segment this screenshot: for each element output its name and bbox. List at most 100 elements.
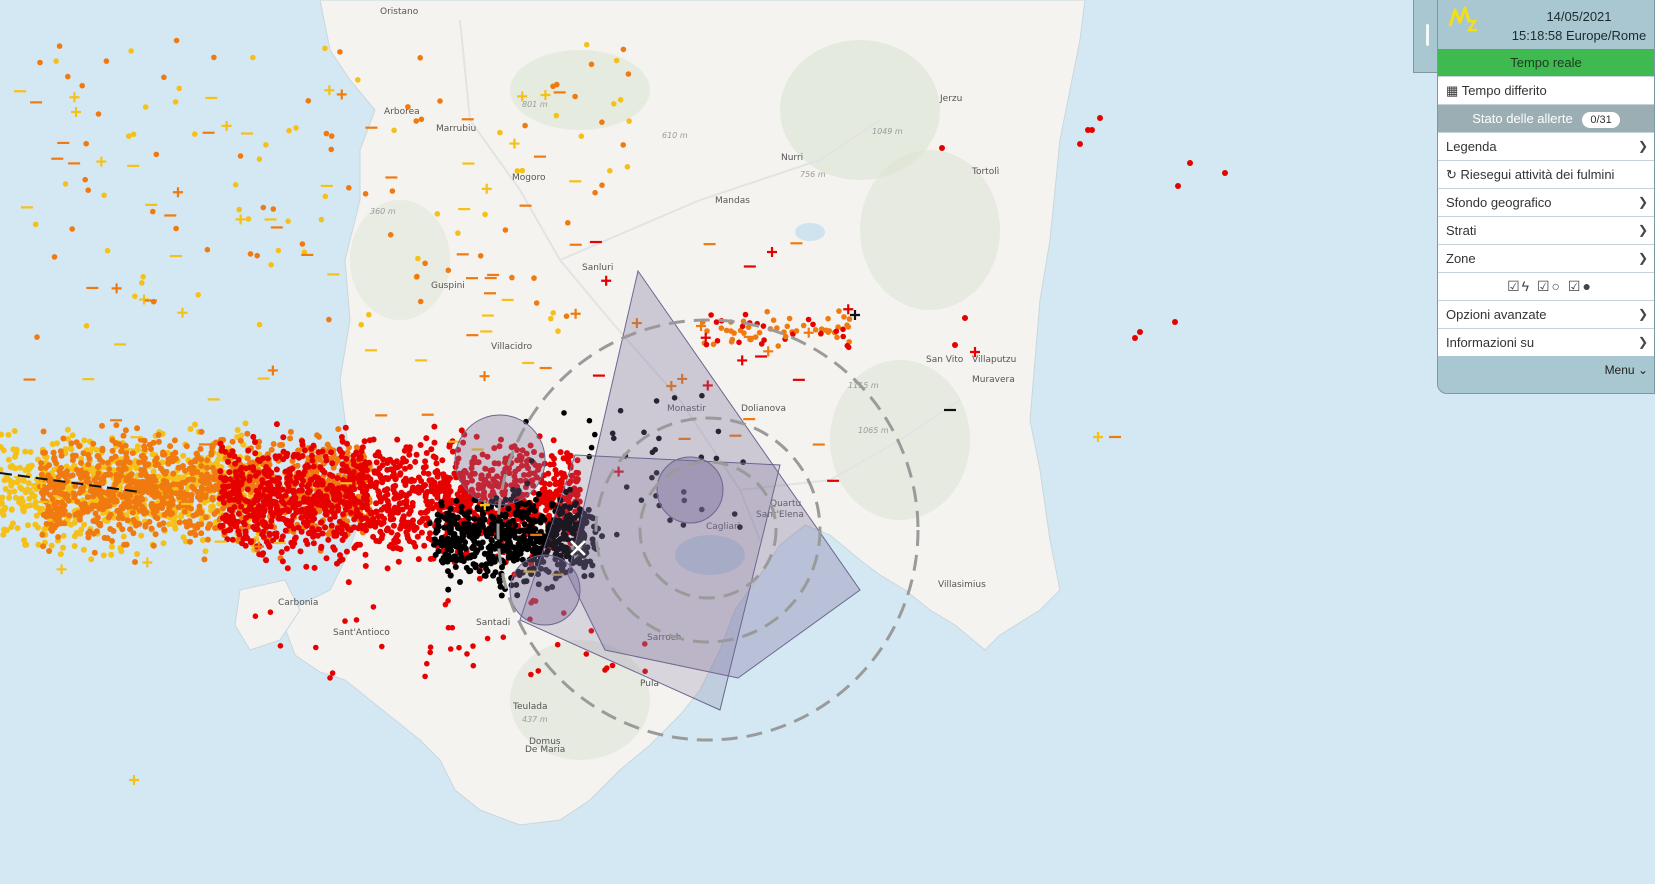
strike-dot xyxy=(279,441,286,448)
place-label: Villaputzu xyxy=(972,355,1016,365)
menu-toggle[interactable]: Menu ⌄ xyxy=(1438,356,1654,384)
layers-dropdown[interactable]: Strati ❯ xyxy=(1438,216,1654,244)
strike-dot xyxy=(93,528,100,535)
strike-dot xyxy=(291,505,298,512)
strike-dot xyxy=(252,613,259,619)
alerts-status-button[interactable]: Stato delle allerte 0/31 xyxy=(1438,104,1654,132)
strike-dot xyxy=(227,506,233,513)
strike-dot xyxy=(234,477,241,484)
advanced-options-dropdown[interactable]: Opzioni avanzate ❯ xyxy=(1438,300,1654,328)
strike-dot xyxy=(225,458,231,465)
strike-dot xyxy=(38,460,45,467)
strike-dot xyxy=(208,451,215,458)
strike-dot xyxy=(226,469,233,476)
place-label: Villasimius xyxy=(938,580,986,590)
strike-dot xyxy=(284,488,291,495)
strike-dot xyxy=(315,488,322,495)
strike-dot xyxy=(345,579,352,586)
panel-collapse-tab[interactable] xyxy=(1413,0,1439,73)
strike-dot xyxy=(775,343,781,349)
strike-dot xyxy=(417,442,424,448)
strike-dot xyxy=(515,541,522,548)
strike-dot xyxy=(26,495,33,502)
zones-dropdown[interactable]: Zone ❯ xyxy=(1438,244,1654,272)
strike-dot xyxy=(508,482,515,489)
strike-dot xyxy=(160,540,167,547)
strike-dot xyxy=(466,533,473,540)
alerts-count-badge: 0/31 xyxy=(1582,111,1620,128)
strike-dot xyxy=(558,478,565,485)
strike-dot xyxy=(496,576,503,583)
strike-dot xyxy=(134,443,141,450)
deferred-time-button[interactable]: ▦ Tempo differito xyxy=(1438,76,1654,104)
strike-dot xyxy=(88,556,95,563)
strike-dot xyxy=(142,471,149,478)
strike-dot xyxy=(512,478,518,484)
strike-dot xyxy=(0,431,5,438)
strike-dot xyxy=(204,536,211,543)
about-dropdown[interactable]: Informazioni su ❯ xyxy=(1438,328,1654,356)
strike-dot xyxy=(263,142,269,148)
strike-dot xyxy=(384,466,391,473)
strike-dot xyxy=(402,465,408,472)
strike-dot xyxy=(287,428,294,435)
strike-dot xyxy=(79,487,86,494)
realtime-button[interactable]: Tempo reale xyxy=(1438,49,1654,76)
strike-dot xyxy=(464,513,471,520)
strike-dot xyxy=(303,563,310,570)
lightning-toggle-checkbox[interactable]: ☑ϟ xyxy=(1507,278,1532,294)
elevation-label: 610 m xyxy=(662,131,688,140)
strike-dot xyxy=(310,540,317,547)
strike-dot xyxy=(188,476,195,483)
place-label: Santadi xyxy=(476,618,510,628)
strike-dot xyxy=(25,480,32,487)
strike-dot xyxy=(192,458,199,465)
strike-dot xyxy=(331,513,338,520)
strike-dot xyxy=(392,482,399,489)
strike-dot xyxy=(6,489,13,496)
strike-dot xyxy=(51,254,58,260)
strike-dot xyxy=(204,457,211,464)
user-toggle-checkbox[interactable]: ☑● xyxy=(1567,278,1593,294)
strike-dot xyxy=(486,527,493,534)
strike-dot xyxy=(729,336,736,343)
strike-dot xyxy=(423,450,430,456)
strike-dot xyxy=(150,542,157,549)
strike-dot xyxy=(97,501,104,507)
strike-dot xyxy=(304,483,311,490)
strike-dot xyxy=(235,456,242,463)
strike-dot xyxy=(394,545,401,552)
strike-dot xyxy=(291,540,298,547)
strike-dot xyxy=(274,506,281,513)
strike-dot xyxy=(415,556,422,563)
strike-dot xyxy=(43,464,49,471)
strike-dot xyxy=(502,227,509,233)
strike-dot xyxy=(529,477,536,484)
strike-dot xyxy=(100,552,107,559)
elevation-label: 801 m xyxy=(522,100,548,109)
strike-dot xyxy=(234,493,241,500)
strike-dot xyxy=(35,524,41,531)
strike-dot xyxy=(337,552,343,559)
strike-dot xyxy=(445,624,452,631)
strike-dot xyxy=(532,518,539,525)
location-marker-icon[interactable] xyxy=(569,539,587,557)
strike-dot xyxy=(373,500,380,507)
strike-dot xyxy=(60,532,67,539)
strike-dot xyxy=(488,513,495,520)
strike-dot xyxy=(523,462,530,469)
geo-background-dropdown[interactable]: Sfondo geografico ❯ xyxy=(1438,188,1654,216)
strike-dot xyxy=(181,508,188,515)
rerun-lightning-button[interactable]: ↻ Riesegui attività dei fulmini xyxy=(1438,160,1654,188)
strike-dot xyxy=(403,458,409,465)
strike-dot xyxy=(168,488,175,495)
strike-dot xyxy=(58,452,65,459)
strike-dot xyxy=(491,545,498,552)
strike-dot xyxy=(256,494,263,501)
strike-dot xyxy=(69,226,75,232)
circle-toggle-checkbox[interactable]: ☑○ xyxy=(1536,278,1562,294)
legend-dropdown[interactable]: Legenda ❯ xyxy=(1438,132,1654,160)
strike-dot xyxy=(420,464,427,471)
strike-dot xyxy=(57,551,64,558)
